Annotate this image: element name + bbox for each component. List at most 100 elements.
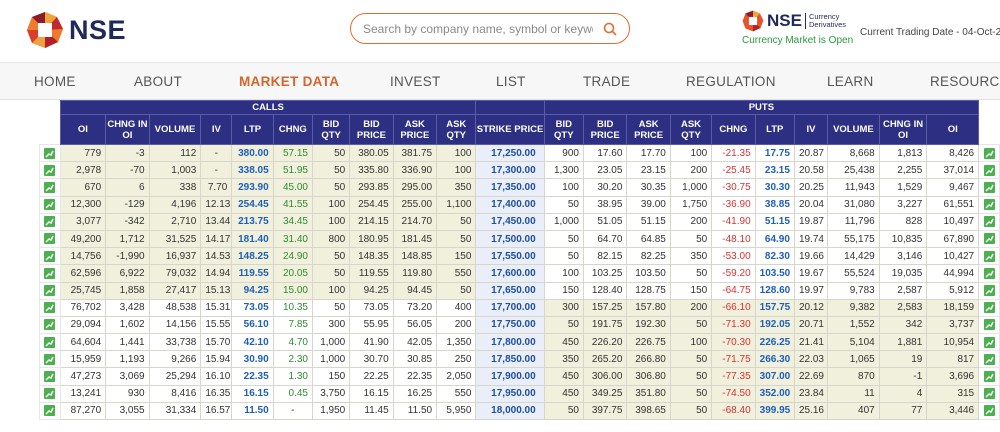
- call-ltp-cell[interactable]: 338.05: [231, 161, 274, 180]
- call-col-oi[interactable]: OI: [59, 114, 107, 145]
- chart-icon[interactable]: [983, 199, 995, 211]
- put-chart-cell[interactable]: [978, 229, 1000, 249]
- put-oi-cell[interactable]: 10,497: [926, 212, 980, 231]
- call-chart-cell[interactable]: [39, 281, 61, 300]
- call-oi-cell[interactable]: 64,604: [59, 333, 107, 352]
- put-chart-cell[interactable]: [978, 161, 1000, 180]
- call-volume-cell[interactable]: 31,525: [148, 229, 202, 249]
- put-volume-cell[interactable]: 9,382: [827, 298, 880, 317]
- put-oi-cell[interactable]: 9,467: [926, 178, 980, 197]
- nav-regulation[interactable]: REGULATION: [686, 74, 776, 89]
- put-col-ltp[interactable]: LTP: [754, 114, 795, 145]
- strike-price-cell[interactable]: 17,400.00: [475, 195, 545, 214]
- call-chart-cell[interactable]: [39, 384, 61, 403]
- call-volume-cell[interactable]: 48,538: [148, 298, 202, 317]
- put-col-ask-price[interactable]: ASK PRICE: [626, 114, 671, 145]
- nav-market-data[interactable]: MARKET DATA: [239, 74, 340, 89]
- call-ltp-cell[interactable]: 213.75: [231, 212, 274, 231]
- search-input[interactable]: [363, 21, 593, 36]
- strike-price-cell[interactable]: 18,000.00: [475, 401, 545, 421]
- put-oi-cell[interactable]: 3,446: [926, 401, 980, 421]
- put-oi-cell[interactable]: 315: [926, 384, 980, 403]
- call-oi-cell[interactable]: 87,270: [59, 401, 107, 421]
- chart-icon[interactable]: [983, 181, 995, 193]
- chart-icon[interactable]: [983, 147, 995, 159]
- put-oi-cell[interactable]: 3,737: [926, 315, 980, 335]
- put-col-oi[interactable]: OI: [926, 114, 980, 145]
- put-oi-cell[interactable]: 5,912: [926, 281, 980, 300]
- call-chart-cell[interactable]: [39, 401, 61, 421]
- call-ltp-cell[interactable]: 293.90: [231, 178, 274, 197]
- chart-icon[interactable]: [44, 267, 56, 279]
- nav-about[interactable]: ABOUT: [134, 74, 183, 89]
- call-oi-cell[interactable]: 3,077: [59, 212, 107, 231]
- call-col-chng[interactable]: CHNG: [272, 114, 313, 145]
- put-volume-cell[interactable]: 55,175: [827, 229, 880, 249]
- put-volume-cell[interactable]: 31,080: [827, 195, 880, 214]
- call-volume-cell[interactable]: 112: [148, 143, 202, 163]
- nav-home[interactable]: HOME: [34, 74, 76, 89]
- call-chart-cell[interactable]: [39, 247, 61, 266]
- call-chart-cell[interactable]: [39, 178, 61, 197]
- chart-icon[interactable]: [983, 164, 995, 176]
- put-oi-cell[interactable]: 10,427: [926, 247, 980, 266]
- strike-price-col[interactable]: STRIKE PRICE: [475, 114, 545, 145]
- put-oi-cell[interactable]: 67,890: [926, 229, 980, 249]
- currency-derivatives-widget[interactable]: NSE Currency Derivatives Currency Market…: [742, 10, 857, 46]
- put-ltp-cell[interactable]: 352.00: [754, 384, 795, 403]
- call-chart-cell[interactable]: [39, 161, 61, 180]
- call-volume-cell[interactable]: 1,003: [148, 161, 202, 180]
- put-volume-cell[interactable]: 55,524: [827, 264, 880, 283]
- chart-icon[interactable]: [983, 250, 995, 262]
- call-oi-cell[interactable]: 49,200: [59, 229, 107, 249]
- put-ltp-cell[interactable]: 103.50: [754, 264, 795, 283]
- call-chart-cell[interactable]: [39, 212, 61, 231]
- put-volume-cell[interactable]: 1,065: [827, 350, 880, 369]
- put-volume-cell[interactable]: 11,943: [827, 178, 880, 197]
- put-ltp-cell[interactable]: 226.25: [754, 333, 795, 352]
- call-chart-cell[interactable]: [39, 333, 61, 352]
- strike-price-cell[interactable]: 17,850.00: [475, 350, 545, 369]
- chart-icon[interactable]: [983, 388, 995, 400]
- put-ltp-cell[interactable]: 192.05: [754, 315, 795, 335]
- call-oi-cell[interactable]: 13,241: [59, 384, 107, 403]
- put-chart-cell[interactable]: [978, 178, 1000, 197]
- put-ltp-cell[interactable]: 157.75: [754, 298, 795, 317]
- nse-logo[interactable]: NSE: [26, 11, 126, 49]
- put-ltp-cell[interactable]: 30.30: [754, 178, 795, 197]
- call-volume-cell[interactable]: 25,294: [148, 367, 202, 386]
- call-volume-cell[interactable]: 4,196: [148, 195, 202, 214]
- call-chart-cell[interactable]: [39, 367, 61, 386]
- put-oi-cell[interactable]: 3,696: [926, 367, 980, 386]
- put-ltp-cell[interactable]: 266.30: [754, 350, 795, 369]
- call-ltp-cell[interactable]: 148.25: [231, 247, 274, 266]
- chart-icon[interactable]: [983, 302, 995, 314]
- call-oi-cell[interactable]: 779: [59, 143, 107, 163]
- call-volume-cell[interactable]: 9,266: [148, 350, 202, 369]
- call-chart-cell[interactable]: [39, 229, 61, 249]
- call-volume-cell[interactable]: 8,416: [148, 384, 202, 403]
- chart-icon[interactable]: [44, 353, 56, 365]
- put-chart-cell[interactable]: [978, 281, 1000, 300]
- chart-icon[interactable]: [44, 216, 56, 228]
- chart-icon[interactable]: [983, 233, 995, 245]
- put-chart-cell[interactable]: [978, 195, 1000, 214]
- put-col-chng[interactable]: CHNG: [711, 114, 756, 145]
- put-ltp-cell[interactable]: 399.95: [754, 401, 795, 421]
- chart-icon[interactable]: [983, 353, 995, 365]
- put-chart-cell[interactable]: [978, 401, 1000, 421]
- search-icon[interactable]: [603, 22, 617, 36]
- chart-icon[interactable]: [44, 181, 56, 193]
- call-ltp-cell[interactable]: 73.05: [231, 298, 274, 317]
- put-chart-cell[interactable]: [978, 143, 1000, 163]
- put-volume-cell[interactable]: 11,796: [827, 212, 880, 231]
- call-oi-cell[interactable]: 62,596: [59, 264, 107, 283]
- chart-icon[interactable]: [983, 267, 995, 279]
- put-oi-cell[interactable]: 18,159: [926, 298, 980, 317]
- call-ltp-cell[interactable]: 254.45: [231, 195, 274, 214]
- call-oi-cell[interactable]: 670: [59, 178, 107, 197]
- strike-price-cell[interactable]: 17,900.00: [475, 367, 545, 386]
- chart-icon[interactable]: [44, 250, 56, 262]
- call-col-bid-price[interactable]: BID PRICE: [349, 114, 394, 145]
- chart-icon[interactable]: [44, 147, 56, 159]
